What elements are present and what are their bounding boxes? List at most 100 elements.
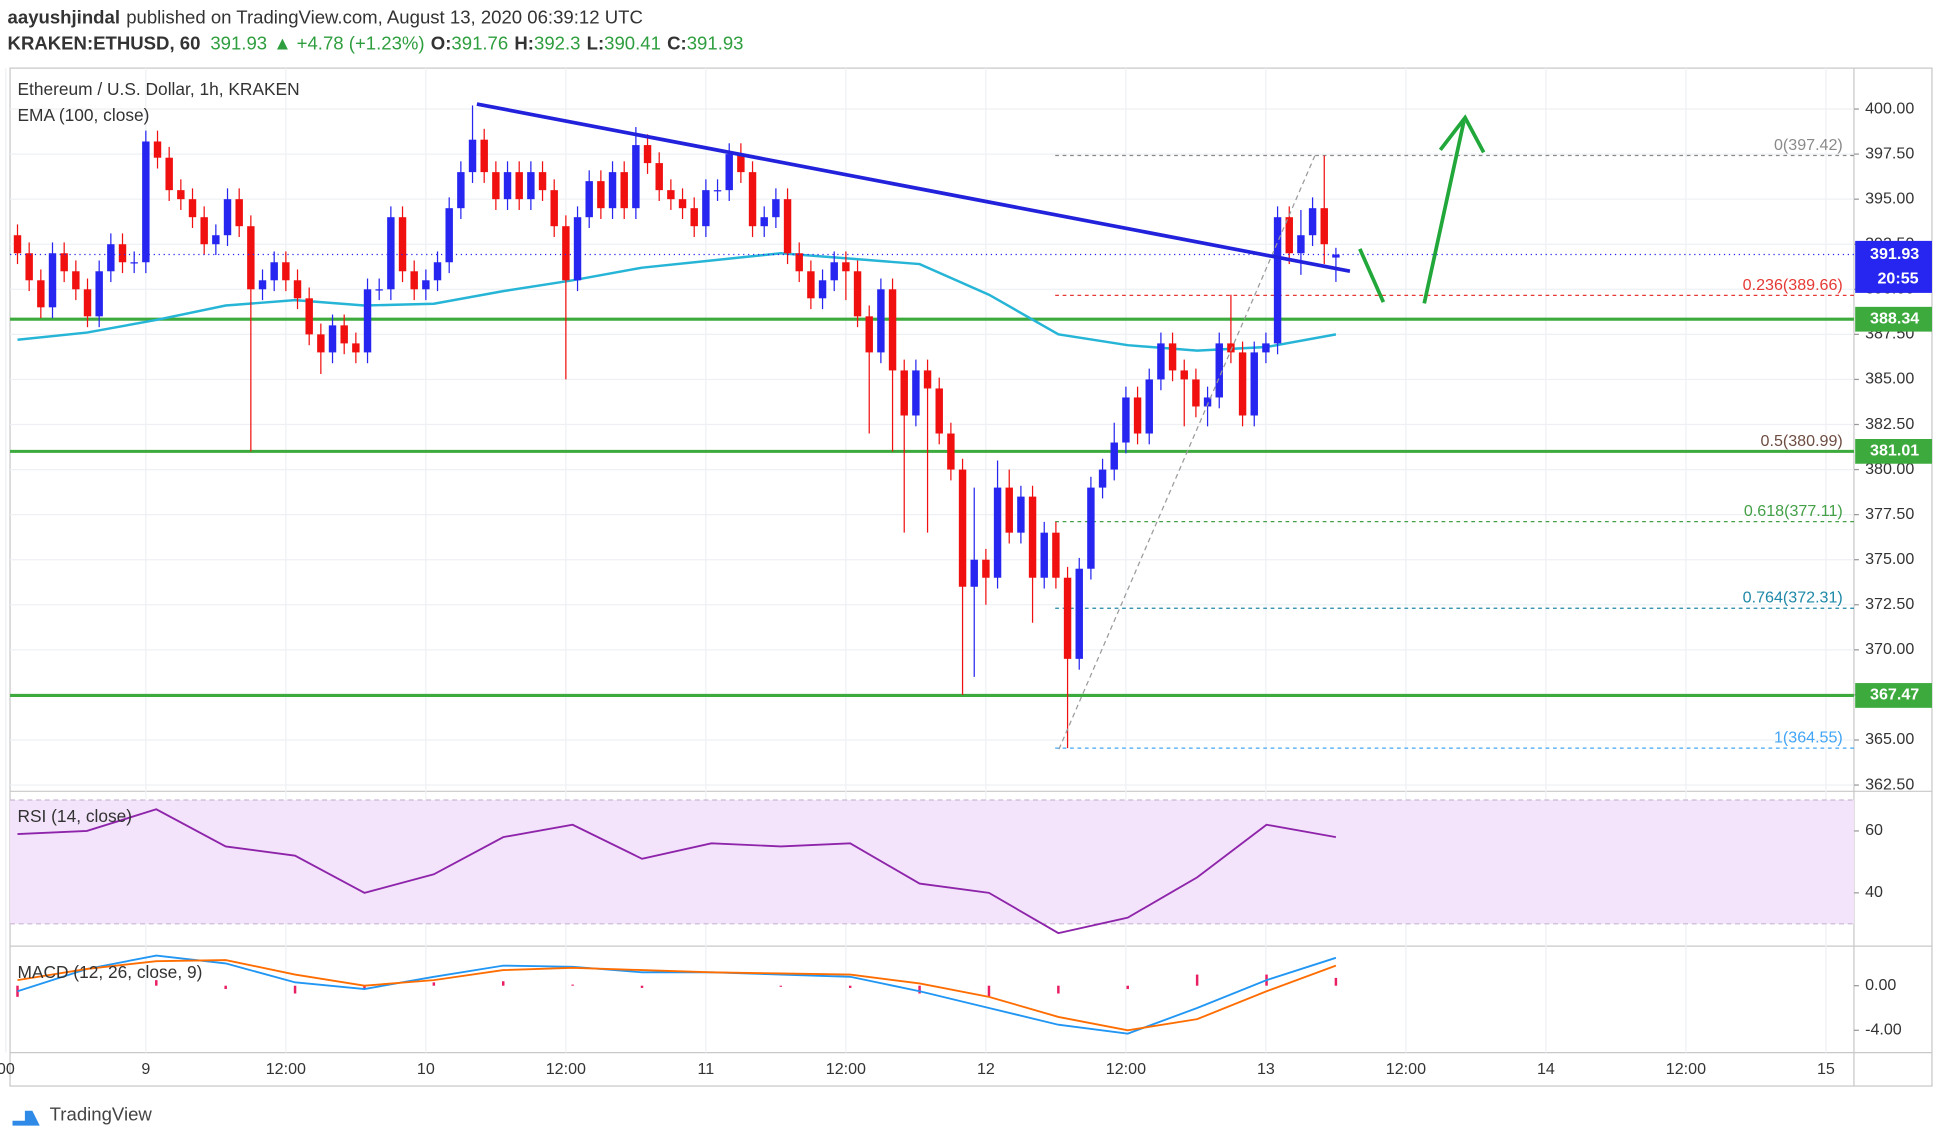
candle-body bbox=[1192, 379, 1200, 407]
candle-body bbox=[130, 262, 138, 264]
candle-body bbox=[457, 172, 465, 209]
candle-body bbox=[702, 190, 710, 227]
level-tag bbox=[1855, 438, 1932, 464]
candle-body bbox=[608, 172, 617, 209]
candle-body bbox=[1110, 442, 1118, 470]
candle-body bbox=[772, 199, 780, 218]
candle-body bbox=[153, 141, 162, 158]
candle-body bbox=[1308, 208, 1317, 236]
x-tick-label: 9 bbox=[141, 1060, 150, 1078]
ohlc-label: O: bbox=[431, 32, 452, 53]
y-tick-label: 40 bbox=[1865, 883, 1883, 901]
published: published on TradingView.com, August 13,… bbox=[126, 6, 643, 27]
ohlc-value: 391.93 bbox=[687, 32, 744, 53]
trend-line bbox=[476, 102, 1351, 274]
candle-body bbox=[83, 289, 92, 317]
x-tick-label: 11 bbox=[698, 1060, 715, 1078]
candle-body bbox=[107, 244, 115, 272]
candle-body bbox=[1297, 235, 1305, 254]
y-tick-label: 397.50 bbox=[1865, 144, 1914, 162]
candle-body bbox=[1063, 577, 1072, 659]
candle-body bbox=[1168, 343, 1177, 371]
candle-body bbox=[690, 208, 698, 227]
x-tick-label: 12:00 bbox=[266, 1060, 306, 1078]
candle-body bbox=[387, 217, 395, 290]
candle-body bbox=[527, 172, 535, 200]
candle-body bbox=[620, 172, 628, 209]
candle-body bbox=[737, 154, 745, 173]
fib-label: 0(397.42) bbox=[1774, 136, 1843, 154]
ohlc-label: C: bbox=[667, 32, 687, 53]
y-tick-label: 395.00 bbox=[1865, 189, 1914, 207]
candle-body bbox=[515, 172, 523, 200]
level-tag bbox=[1855, 683, 1932, 708]
macd-line bbox=[17, 959, 1337, 1032]
candle-body bbox=[1133, 397, 1142, 434]
candle-body bbox=[340, 325, 348, 344]
candle-body bbox=[830, 262, 838, 281]
rsi-legend: RSI (14, close) bbox=[17, 806, 132, 826]
candle-body bbox=[1122, 397, 1130, 443]
candle-body bbox=[538, 172, 547, 191]
candle-body bbox=[410, 271, 418, 290]
candle-body bbox=[480, 139, 488, 173]
ohlc-value: 390.41 bbox=[604, 32, 661, 53]
x-tick-label: 13 bbox=[1257, 1060, 1275, 1078]
ema-line bbox=[17, 252, 1337, 352]
candle-body bbox=[37, 280, 45, 308]
x-tick-label: 12 bbox=[977, 1060, 995, 1078]
candle-body bbox=[1227, 343, 1235, 353]
candle-body bbox=[1273, 217, 1282, 344]
candle-body bbox=[503, 172, 512, 200]
candle-body bbox=[468, 139, 477, 173]
x-tick-label: 12:00 bbox=[1106, 1060, 1146, 1078]
ohlc-label: H: bbox=[514, 32, 534, 53]
candle-body bbox=[422, 280, 430, 290]
last-price-label: 391.93 bbox=[1870, 245, 1919, 263]
ohlc-label: L: bbox=[587, 32, 605, 53]
x-tick-label: 14 bbox=[1537, 1060, 1555, 1078]
candle-body bbox=[1028, 496, 1037, 578]
y-tick-label: -4.00 bbox=[1865, 1021, 1902, 1039]
candle-body bbox=[725, 154, 733, 191]
candle-body bbox=[25, 253, 33, 281]
candle-body bbox=[1262, 343, 1270, 353]
frame bbox=[9, 67, 1933, 1087]
ema-legend: EMA (100, close) bbox=[17, 105, 149, 125]
fib-label: 1(364.55) bbox=[1774, 728, 1843, 746]
y-tick-label: 385.00 bbox=[1865, 370, 1914, 388]
macd-legend: MACD (12, 26, close, 9) bbox=[17, 962, 202, 982]
level-tag-label: 388.34 bbox=[1870, 309, 1919, 327]
candle-body bbox=[328, 325, 337, 353]
candle-body bbox=[970, 559, 978, 587]
rsi-band bbox=[10, 799, 1854, 924]
candle-body bbox=[912, 370, 920, 416]
candle-body bbox=[1017, 496, 1025, 533]
candle-body bbox=[1005, 487, 1013, 533]
y-tick-label: 375.00 bbox=[1865, 550, 1914, 568]
candle-body bbox=[888, 289, 897, 371]
brand-name: TradingView bbox=[50, 1104, 153, 1125]
candle-body bbox=[562, 226, 570, 281]
candle-body bbox=[48, 253, 57, 308]
x-tick-label: 12:00 bbox=[1386, 1060, 1426, 1078]
candle-body bbox=[947, 433, 955, 470]
y-tick-label: 0.00 bbox=[1865, 976, 1896, 994]
y-tick-label: 400.00 bbox=[1865, 99, 1914, 117]
candle-body bbox=[1075, 568, 1083, 659]
candle-body bbox=[667, 190, 675, 200]
candle-body bbox=[958, 469, 967, 587]
x-tick-label: 12:00 bbox=[826, 1060, 866, 1078]
candle-body bbox=[678, 199, 687, 209]
arrow-head bbox=[1438, 114, 1486, 154]
path-arrow bbox=[1358, 248, 1386, 303]
candle-body bbox=[13, 235, 22, 254]
candle-body bbox=[1087, 487, 1095, 569]
candle-body bbox=[492, 172, 500, 200]
quote-line: KRAKEN:ETHUSD, 60 391.93 ▲ +4.78 (+1.23%) O:… bbox=[8, 32, 744, 53]
candle-body bbox=[853, 271, 862, 317]
y-tick-label: 377.50 bbox=[1865, 505, 1914, 523]
candle-body bbox=[212, 235, 220, 245]
